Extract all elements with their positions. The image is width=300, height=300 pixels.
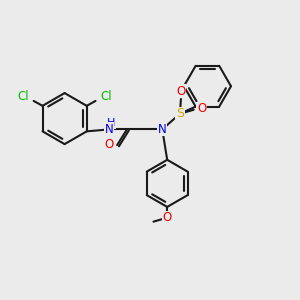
Text: O: O	[176, 85, 186, 98]
Text: O: O	[197, 102, 206, 115]
Text: S: S	[176, 107, 184, 120]
Text: N: N	[158, 123, 167, 136]
Text: O: O	[105, 138, 114, 151]
Text: O: O	[163, 211, 172, 224]
Text: N: N	[105, 123, 114, 136]
Text: Cl: Cl	[100, 91, 112, 103]
Text: Cl: Cl	[17, 91, 29, 103]
Text: H: H	[107, 118, 116, 128]
